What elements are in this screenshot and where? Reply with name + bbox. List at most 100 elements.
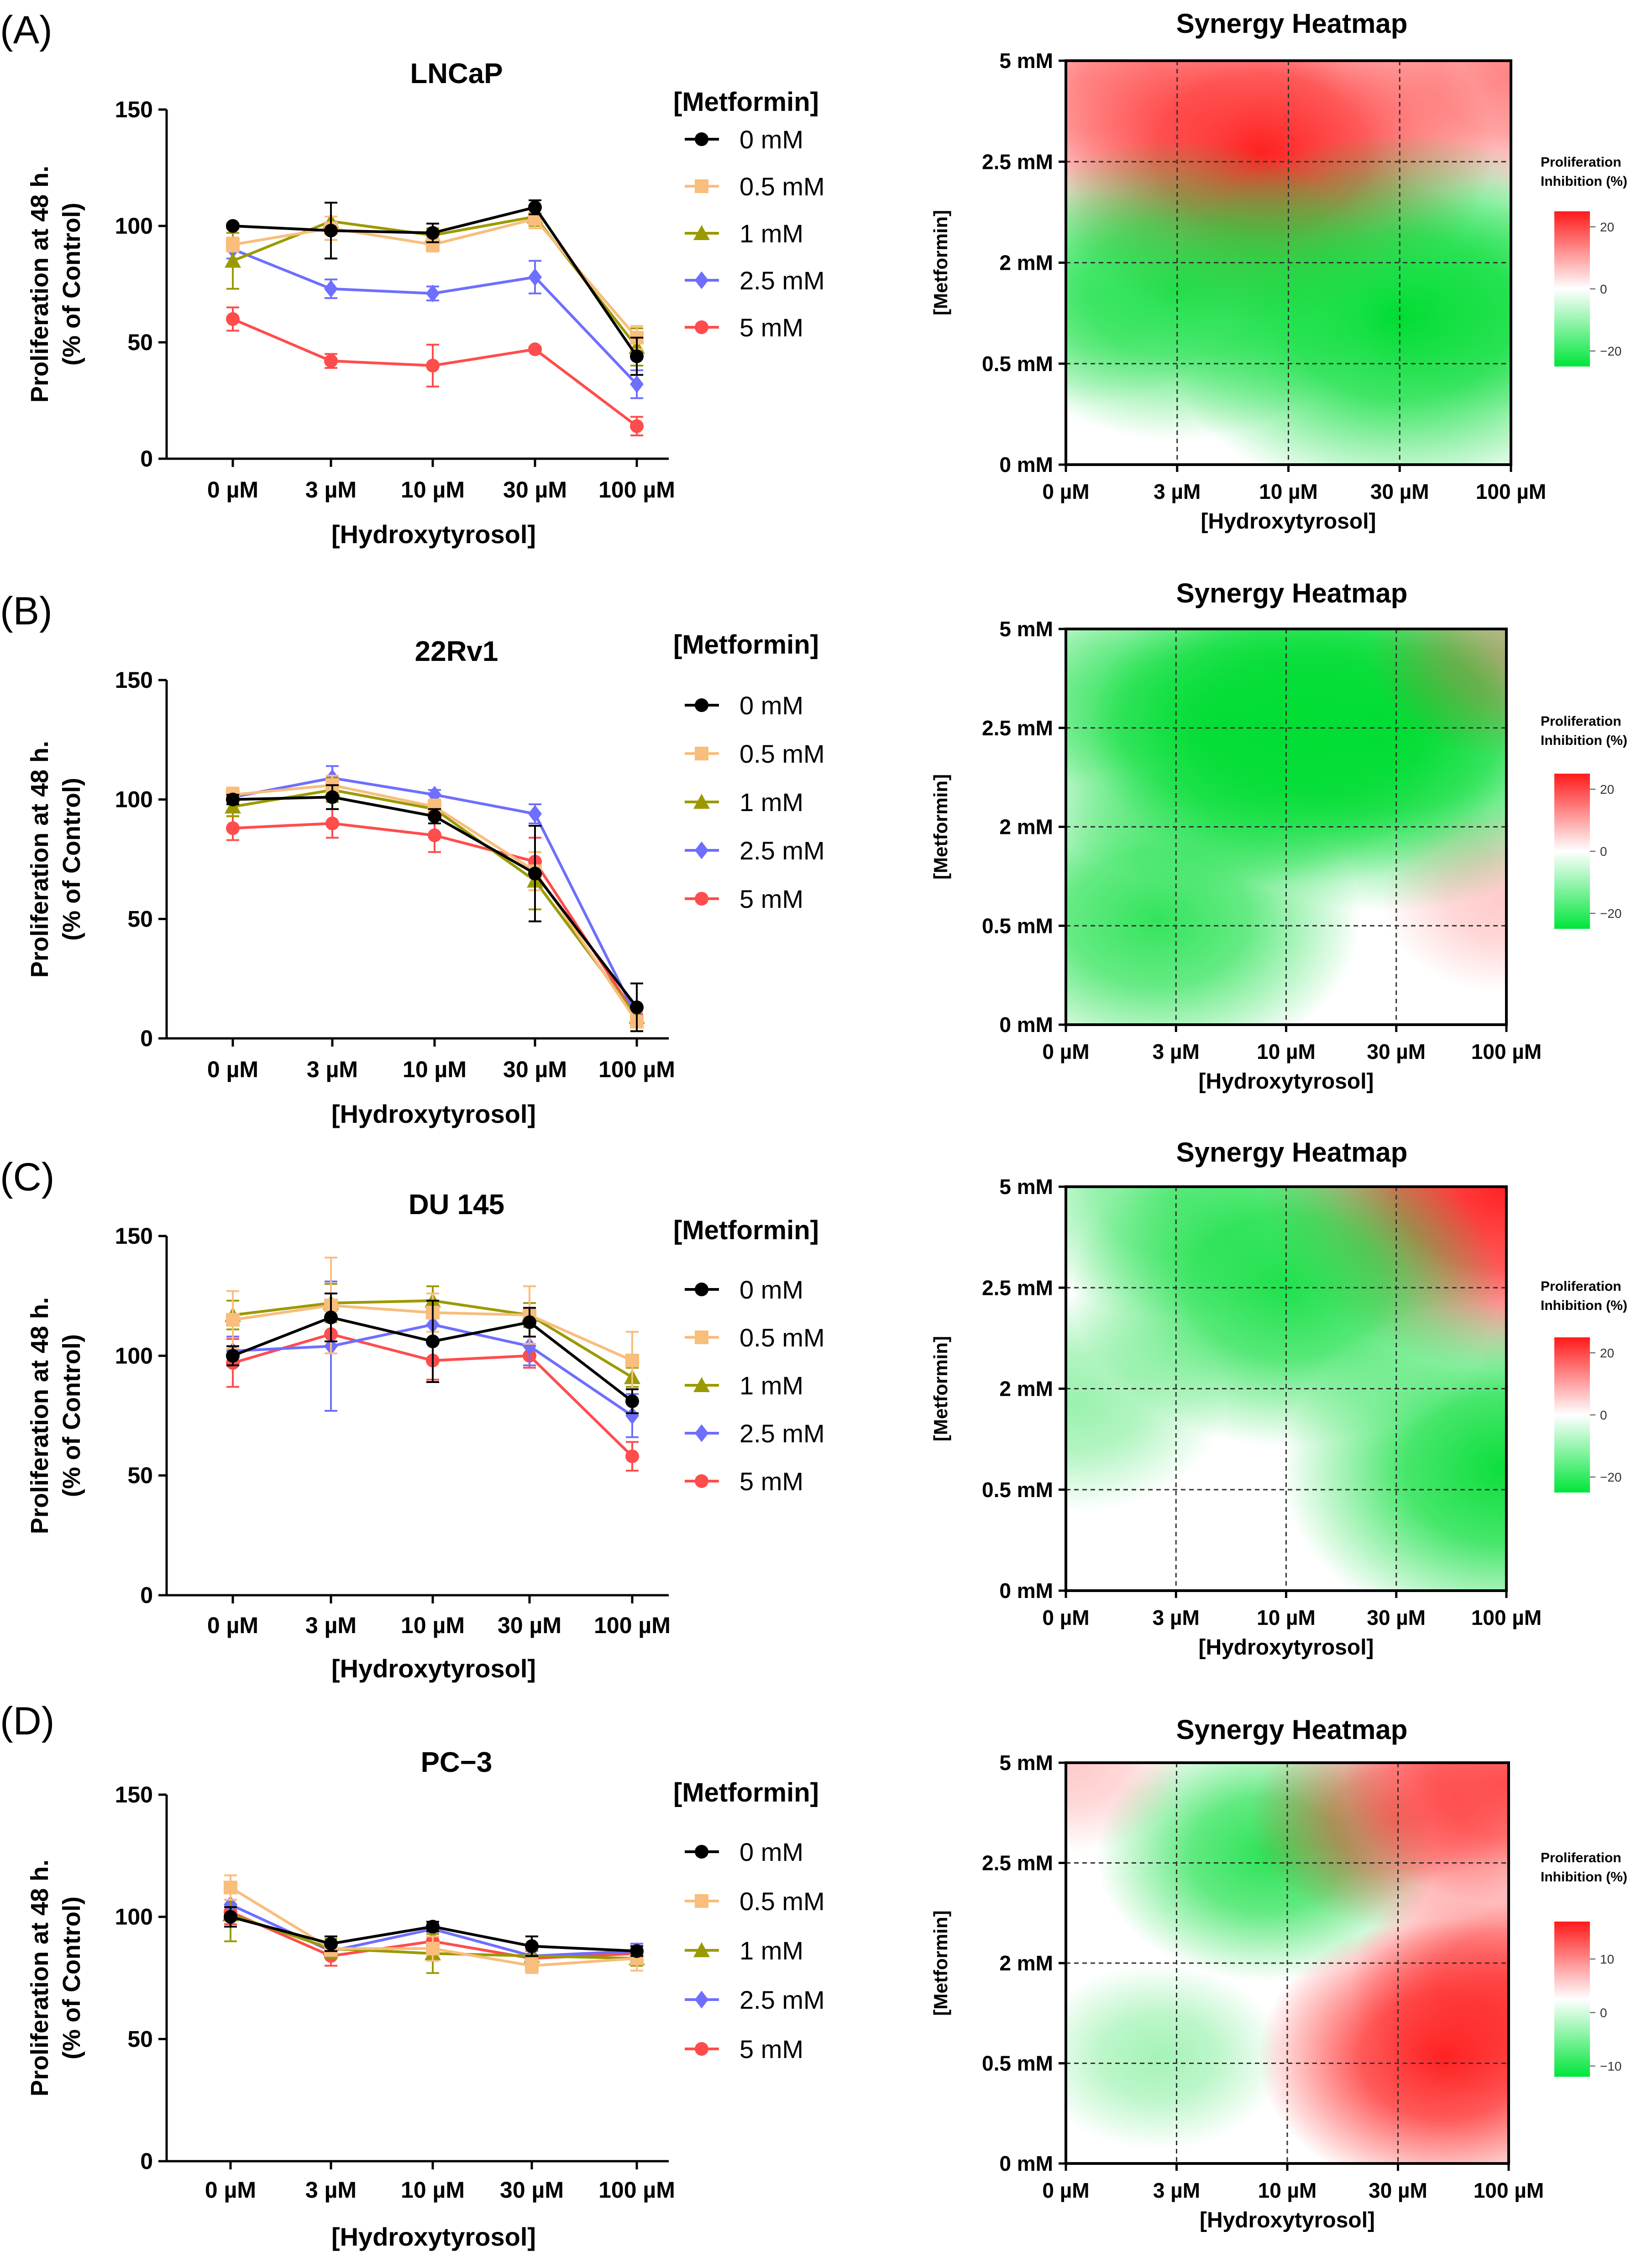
data-point: [426, 359, 440, 372]
colorbar-title: Proliferation: [1541, 1850, 1621, 1865]
legend-title: [Metformin]: [673, 87, 819, 117]
x-tick-label: 100 µM: [1471, 1040, 1542, 1063]
x-tick-label: 0 µM: [1042, 480, 1089, 503]
x-tick-label: 3 µM: [307, 1057, 358, 1082]
y-axis-title: [Metformin]: [930, 774, 951, 880]
x-axis-title: [Hydroxytyrosol]: [1200, 2208, 1375, 2232]
legend-title: [Metformin]: [673, 630, 819, 660]
y-tick-label: 0.5 mM: [982, 914, 1053, 938]
y-tick-label: 0: [140, 1582, 153, 1608]
series-5-mM: [226, 306, 644, 436]
legend-label: 0 mM: [739, 125, 803, 154]
legend-marker: [695, 2042, 708, 2056]
data-point: [630, 419, 644, 433]
colorbar: Proliferation Inhibition (%) 10 0 −10: [1541, 1850, 1627, 2077]
heat-spot: [1066, 629, 1214, 790]
y-axis-title: [Metformin]: [930, 210, 951, 315]
panel-label: (B): [0, 589, 52, 633]
legend: [Metformin] 0 mM 0.5 mM 1 mM 2.5 mM 5 mM: [673, 87, 825, 342]
y-tick-label: 0: [140, 1026, 153, 1051]
x-axis-title: [Hydroxytyrosol]: [331, 2222, 536, 2251]
x-axis-title: [Hydroxytyrosol]: [331, 1100, 536, 1128]
colorbar-title: Proliferation: [1541, 714, 1621, 729]
legend-marker: [695, 1283, 708, 1296]
data-point: [428, 828, 441, 843]
y-tick-label: 0.5 mM: [982, 2052, 1053, 2075]
y-tick-label: 100: [115, 1343, 153, 1368]
legend-title: [Metformin]: [673, 1778, 819, 1807]
legend: [Metformin] 0 mM 0.5 mM 1 mM 2.5 mM 5 mM: [673, 630, 825, 913]
x-tick-label: 30 µM: [1370, 480, 1429, 503]
legend-label: 1 mM: [739, 219, 803, 248]
y-tick-label: 150: [115, 1782, 153, 1807]
legend-label: 1 mM: [739, 788, 803, 817]
synergy-heatmap-4: Synergy Heatmap 0 µM 3 µM 10 µM 30 µM 100 µM 0…: [930, 1714, 1627, 2232]
x-tick-label: 3 µM: [1153, 1040, 1200, 1063]
legend-marker: [693, 1942, 710, 1957]
data-point: [528, 268, 542, 286]
x-tick-label: 10 µM: [1257, 1040, 1316, 1063]
x-tick-label: 3 µM: [305, 2177, 357, 2203]
panel-label: (C): [0, 1155, 54, 1199]
data-point: [528, 866, 542, 880]
colorbar-subtitle: Inhibition (%): [1541, 1298, 1627, 1313]
y-tick-label: 100: [115, 213, 153, 239]
y-axis-title: Proliferation at 48 h.: [26, 1859, 53, 2096]
y-tick-label: 2 mM: [999, 251, 1053, 275]
legend-label: 0.5 mM: [739, 1887, 825, 1916]
legend-label: 0 mM: [739, 1838, 803, 1866]
legend-label: 2.5 mM: [739, 1985, 825, 2014]
x-tick-label: 3 µM: [305, 1613, 357, 1638]
colorbar-subtitle: Inhibition (%): [1541, 174, 1627, 189]
x-tick-label: 30 µM: [503, 477, 567, 503]
legend-marker: [695, 747, 708, 760]
colorbar-tick-label: 20: [1600, 782, 1614, 796]
y-tick-label: 2 mM: [999, 1377, 1053, 1401]
legend-label: 0 mM: [739, 691, 803, 720]
x-tick-label: 3 µM: [1153, 2179, 1200, 2202]
x-axis-title: [Hydroxytyrosol]: [1201, 509, 1376, 534]
colorbar-tick-label: 0: [1600, 282, 1607, 296]
colorbar-gradient: [1554, 1922, 1590, 2077]
heat-spot: [1066, 1187, 1346, 1321]
legend-marker: [693, 1377, 710, 1392]
y-tick-label: 0.5 mM: [982, 352, 1053, 376]
x-tick-label: 100 µM: [598, 1057, 675, 1082]
data-point: [528, 342, 542, 356]
x-tick-label: 10 µM: [401, 1613, 465, 1638]
series-0-mM: [224, 1906, 644, 1958]
y-tick-label: 0 mM: [999, 453, 1053, 477]
colorbar-tick-label: 10: [1600, 1952, 1614, 1966]
chart-title: DU 145: [409, 1189, 504, 1220]
data-point: [630, 1944, 644, 1958]
x-tick-label: 30 µM: [1369, 2179, 1427, 2202]
data-point: [226, 237, 240, 251]
heatmap-title: Synergy Heatmap: [1176, 1137, 1408, 1168]
colorbar-tick-label: −20: [1600, 344, 1622, 358]
x-tick-label: 10 µM: [1257, 1606, 1316, 1629]
series-5-mM: [226, 808, 644, 1025]
x-axis-title: [Hydroxytyrosol]: [331, 1654, 536, 1683]
colorbar-tick-label: 20: [1600, 1346, 1614, 1360]
x-tick-label: 3 µM: [1153, 1606, 1200, 1629]
data-point: [325, 790, 339, 804]
data-point: [324, 1937, 338, 1951]
data-point: [630, 349, 644, 363]
heatmap-surface: [1066, 1763, 1509, 2163]
data-point: [325, 817, 339, 830]
y-axis-title: Proliferation at 48 h.: [26, 741, 53, 978]
chart-title: 22Rv1: [415, 636, 498, 667]
colorbar-gradient: [1554, 774, 1590, 929]
y-tick-label: 5 mM: [999, 617, 1053, 641]
y-tick-label: 50: [127, 330, 153, 355]
y-axis-subtitle: (% of Control): [58, 778, 85, 941]
colorbar-tick-label: 0: [1600, 844, 1607, 859]
data-point: [625, 1353, 639, 1367]
legend-label: 5 mM: [739, 2035, 803, 2064]
panel-label: (A): [0, 8, 52, 52]
y-tick-label: 0: [140, 2148, 153, 2174]
data-point: [426, 1942, 440, 1956]
x-axis-title: [Hydroxytyrosol]: [331, 520, 536, 549]
y-axis-title: [Metformin]: [930, 1336, 951, 1441]
data-point: [523, 1337, 536, 1355]
